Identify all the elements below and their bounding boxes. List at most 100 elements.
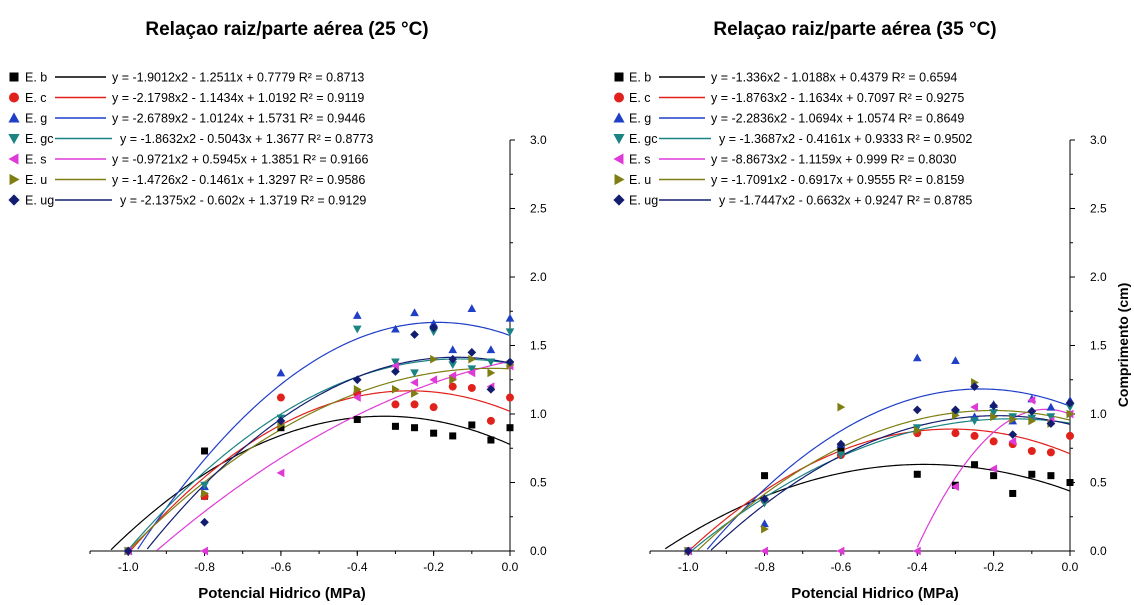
y-tick-label-35c: 0.0 bbox=[1090, 544, 1107, 558]
data-point-e-u-35c bbox=[1028, 416, 1037, 426]
y-tick-label-35c: 2.0 bbox=[1090, 270, 1107, 284]
fit-curve-e-u-35c bbox=[697, 409, 1071, 551]
chart-title-25c: Relaçao raiz/parte aérea (25 °C) bbox=[145, 19, 428, 40]
data-point-e-u-25c bbox=[353, 385, 362, 394]
y-tick-label-25c: 3.0 bbox=[530, 133, 547, 147]
data-point-e-c-25c bbox=[448, 382, 457, 391]
x-tick-label-35c: 0.0 bbox=[1062, 560, 1079, 574]
data-point-e-gc-25c bbox=[448, 361, 458, 370]
data-point-e-gc-35c bbox=[989, 409, 998, 417]
fit-curve-e-s-35c bbox=[916, 408, 1071, 548]
data-point-e-ug-25c bbox=[123, 546, 133, 556]
legend-marker-e-u-25c bbox=[9, 173, 20, 186]
y-tick-label-25c: 2.5 bbox=[530, 202, 547, 216]
data-point-e-ug-25c bbox=[352, 375, 362, 385]
data-point-e-ug-25c bbox=[410, 330, 419, 339]
data-point-e-ug-35c bbox=[1046, 419, 1056, 428]
x-tick-label-35c: -0.2 bbox=[983, 560, 1004, 574]
fit-curve-e-gc-25c bbox=[127, 358, 511, 551]
y-tick-label-25c: 1.0 bbox=[530, 407, 547, 421]
data-point-e-s-25c bbox=[200, 546, 209, 556]
data-point-e-b-25c bbox=[449, 432, 457, 440]
data-point-e-ug-25c bbox=[486, 385, 496, 394]
legend-name-e-ug-35c: E. ug bbox=[629, 194, 658, 208]
data-point-e-c-35c bbox=[1027, 446, 1036, 455]
legend-equation-e-b-35c: y = -1.336x2 - 1.0188x + 0.4379 R² = 0.6… bbox=[711, 71, 957, 85]
data-point-e-u-35c bbox=[1066, 409, 1075, 419]
data-point-e-c-25c bbox=[486, 416, 495, 425]
data-point-e-u-35c bbox=[913, 426, 922, 435]
data-point-e-b-25c bbox=[487, 436, 495, 444]
data-point-e-ug-35c bbox=[1008, 430, 1018, 439]
data-point-e-ug-35c bbox=[836, 439, 846, 449]
fit-curve-e-b-35c bbox=[664, 463, 1071, 550]
legend-marker-e-g-25c bbox=[8, 112, 20, 123]
data-point-e-c-25c bbox=[506, 393, 514, 402]
data-point-e-g-35c bbox=[1046, 402, 1056, 411]
legend-marker-e-c-35c bbox=[614, 92, 624, 103]
y-tick-label-35c: 1.5 bbox=[1090, 339, 1107, 353]
data-point-e-g-25c bbox=[486, 345, 496, 354]
data-point-e-s-25c bbox=[276, 468, 285, 478]
y-tick-label-35c: 1.0 bbox=[1090, 407, 1107, 421]
data-point-e-ug-25c bbox=[200, 517, 209, 527]
legend-marker-e-ug-35c bbox=[613, 194, 625, 206]
data-point-e-u-35c bbox=[1009, 415, 1018, 424]
y-tick-label-25c: 0.5 bbox=[530, 476, 547, 490]
legend-equation-e-g-25c: y = -2.6789x2 - 1.0124x + 1.5731 R² = 0.… bbox=[112, 112, 365, 126]
fit-curve-e-gc-35c bbox=[691, 418, 1071, 551]
legend-name-e-g-25c: E. g bbox=[25, 112, 47, 126]
data-point-e-gc-25c bbox=[486, 358, 496, 367]
legend-name-e-u-25c: E. u bbox=[25, 173, 47, 187]
legend-equation-e-g-35c: y = -2.2836x2 - 1.0694x + 1.0574 R² = 0.… bbox=[711, 112, 964, 126]
data-point-e-ug-35c bbox=[760, 494, 769, 504]
data-point-e-g-25c bbox=[352, 311, 362, 319]
data-point-e-gc-35c bbox=[1065, 403, 1075, 412]
data-point-e-b-35c bbox=[913, 470, 921, 478]
data-point-e-gc-35c bbox=[1046, 413, 1056, 422]
data-point-e-s-25c bbox=[391, 361, 399, 371]
data-point-e-gc-25c bbox=[505, 328, 515, 337]
data-point-e-b-25c bbox=[277, 424, 285, 432]
data-point-e-c-25c bbox=[467, 383, 476, 392]
legend-marker-e-c-25c bbox=[9, 92, 19, 103]
data-point-e-s-25c bbox=[467, 368, 476, 378]
legend-equation-e-s-25c: y = -0.9721x2 + 0.5945x + 1.3851 R² = 0.… bbox=[112, 153, 368, 167]
data-point-e-u-25c bbox=[391, 385, 400, 394]
legend-name-e-c-35c: E. c bbox=[629, 91, 651, 105]
data-point-e-b-25c bbox=[201, 447, 209, 455]
y-tick-label-25c: 1.5 bbox=[530, 339, 547, 353]
data-point-e-gc-25c bbox=[429, 328, 438, 337]
data-point-e-b-25c bbox=[468, 421, 476, 429]
fit-curve-e-ug-25c bbox=[146, 356, 511, 550]
data-point-e-c-25c bbox=[276, 393, 285, 402]
legend-marker-e-b-35c bbox=[614, 72, 624, 82]
data-point-e-g-25c bbox=[410, 308, 419, 317]
data-point-e-u-35c bbox=[951, 411, 960, 420]
legend-equation-e-ug-35c: y = -1.7447x2 - 0.6632x + 0.9247 R² = 0.… bbox=[719, 194, 972, 208]
data-point-e-b-25c bbox=[506, 424, 514, 432]
data-point-e-g-35c bbox=[760, 519, 769, 528]
x-axis-label-35c: Potencial Hidrico (MPa) bbox=[791, 585, 959, 602]
data-point-e-b-25c bbox=[430, 429, 438, 437]
chart-panel-25c: Relaçao raiz/parte aérea (25 °C) -1.0 -0.… bbox=[8, 19, 547, 602]
data-point-e-c-25c bbox=[410, 400, 419, 409]
legend-name-e-s-25c: E. s bbox=[25, 153, 47, 167]
legend-equation-e-gc-35c: y = -1.3687x2 - 0.4161x + 0.9333 R² = 0.… bbox=[719, 132, 972, 146]
legend-marker-e-u-35c bbox=[614, 173, 625, 186]
data-point-e-s-25c bbox=[352, 393, 361, 402]
y-axis-label: Comprimento (cm) bbox=[1115, 283, 1131, 407]
legend-name-e-b-25c: E. b bbox=[25, 71, 47, 85]
data-point-e-s-35c bbox=[989, 464, 998, 474]
legend-equation-e-s-35c: y = -8.8673x2 - 1.1159x + 0.999 R² = 0.8… bbox=[711, 153, 956, 167]
data-point-e-u-25c bbox=[468, 354, 477, 364]
data-point-e-u-25c bbox=[411, 389, 419, 398]
data-point-e-c-35c bbox=[1066, 431, 1074, 440]
data-point-e-u-35c bbox=[837, 402, 846, 412]
data-point-e-c-35c bbox=[989, 437, 998, 446]
fit-curve-e-g-35c bbox=[706, 388, 1071, 550]
data-point-e-b-25c bbox=[353, 415, 361, 423]
data-point-e-b-35c bbox=[1047, 472, 1055, 480]
legend-marker-e-b-25c bbox=[9, 72, 19, 82]
